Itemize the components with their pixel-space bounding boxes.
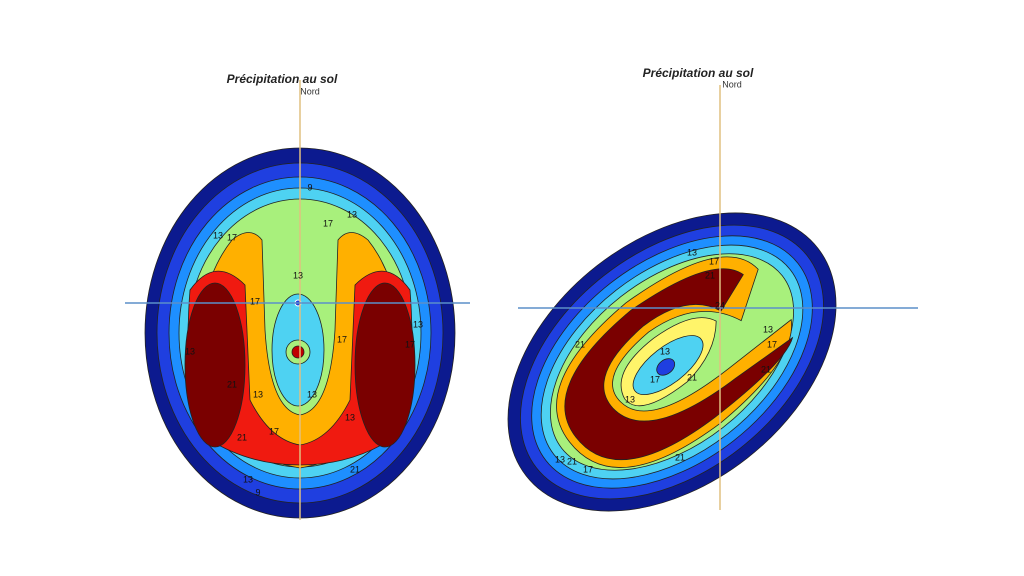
contour-label: 24 <box>715 300 725 310</box>
contour-label: 17 <box>583 464 593 474</box>
contour-label: 17 <box>323 218 333 228</box>
contour-label: 21 <box>350 464 360 474</box>
contour-label: 13 <box>413 319 423 329</box>
contour-label: 13 <box>625 394 635 404</box>
contour-label: 21 <box>237 432 247 442</box>
contour-label: 21 <box>575 339 585 349</box>
contour-label: 13 <box>763 324 773 334</box>
panel-title: Précipitation au sol <box>227 72 338 86</box>
contour-label: 17 <box>709 256 719 266</box>
contour-label: 13 <box>253 389 263 399</box>
contour-label: 13 <box>293 270 303 280</box>
contour-label: 13 <box>347 209 357 219</box>
contour-label: 17 <box>767 339 777 349</box>
contour-label: 17 <box>337 334 347 344</box>
contour-label: 17 <box>227 232 237 242</box>
contour-label: 17 <box>269 426 279 436</box>
north-label: Nord <box>722 79 742 89</box>
north-label: Nord <box>300 86 320 96</box>
contour-label: 13 <box>660 346 670 356</box>
contour-label: 21 <box>675 452 685 462</box>
contour-label: 13 <box>555 454 565 464</box>
contour-label: 13 <box>243 474 253 484</box>
contour-label: 9 <box>255 487 260 497</box>
contour-label: 21 <box>761 364 771 374</box>
contour-label: 17 <box>250 296 260 306</box>
contour-label: 9 <box>307 182 312 192</box>
contour-label: 13 <box>185 346 195 356</box>
left-contour-map <box>144 147 456 519</box>
contour-label: 17 <box>650 374 660 384</box>
contour-label: 13 <box>345 412 355 422</box>
contour-label: 13 <box>687 247 697 257</box>
contour-label: 21 <box>567 456 577 466</box>
contour-label: 13 <box>307 389 317 399</box>
contour-label: 21 <box>687 372 697 382</box>
contour-label: 21 <box>227 379 237 389</box>
panel-title: Précipitation au sol <box>643 66 754 80</box>
contour-label: 13 <box>213 230 223 240</box>
contour-label: 17 <box>405 339 415 349</box>
contour-label: 21 <box>705 270 715 280</box>
